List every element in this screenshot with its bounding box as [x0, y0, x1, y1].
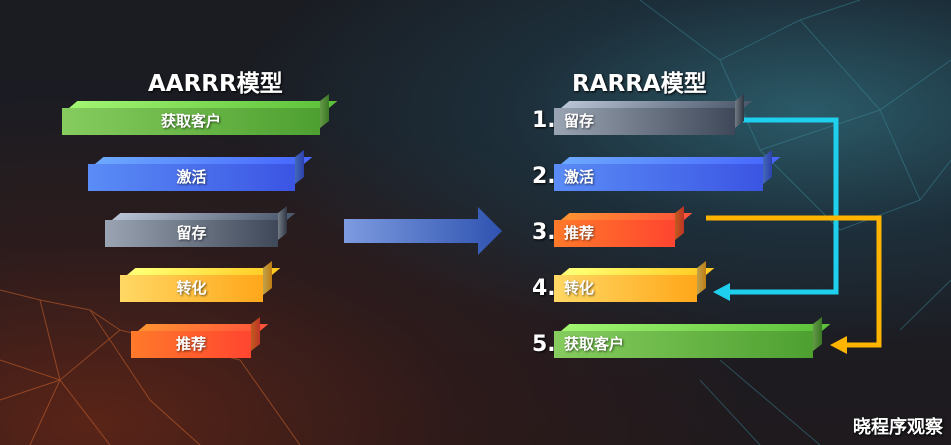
orange-connector — [706, 215, 882, 348]
rank-5: 5. — [532, 332, 556, 357]
step-label: 获取客户 — [564, 335, 625, 353]
step-label: 转化 — [176, 279, 207, 297]
step-label: 激活 — [564, 168, 595, 186]
watermark: 晓程序观察 — [853, 417, 943, 438]
step-label: 获取客户 — [160, 112, 221, 130]
step-label: 推荐 — [175, 335, 206, 353]
aarrr-step-acquisition: 获取客户 — [62, 93, 338, 135]
rank-4: 4. — [532, 276, 556, 301]
step-label: 推荐 — [564, 224, 595, 242]
cyan-arrowhead-icon — [713, 283, 730, 301]
rarra-title: RARRA模型 — [572, 71, 707, 97]
rarra-step-acquisition: 获取客户 — [554, 316, 831, 358]
aarrr-step-retention: 留存 — [105, 205, 296, 247]
rarra-step-activation: 激活 — [554, 149, 781, 191]
rank-1: 1. — [532, 108, 556, 133]
aarrr-step-activation: 激活 — [88, 149, 313, 191]
rarra-step-referral: 推荐 — [554, 205, 693, 247]
aarrr-step-referral: 推荐 — [131, 316, 269, 358]
step-label: 留存 — [564, 112, 595, 130]
aarrr-title: AARRR模型 — [148, 71, 283, 97]
transform-arrow-icon — [344, 207, 502, 255]
cyan-connector — [728, 117, 839, 295]
step-label: 转化 — [564, 279, 595, 297]
rank-2: 2. — [532, 164, 556, 189]
orange-arrowhead-icon — [830, 336, 847, 354]
aarrr-step-revenue: 转化 — [120, 260, 281, 302]
rarra-step-revenue: 转化 — [554, 260, 715, 302]
step-label: 激活 — [176, 168, 207, 186]
rank-3: 3. — [532, 220, 556, 245]
step-label: 留存 — [176, 224, 207, 242]
rarra-step-retention: 留存 — [554, 93, 753, 135]
